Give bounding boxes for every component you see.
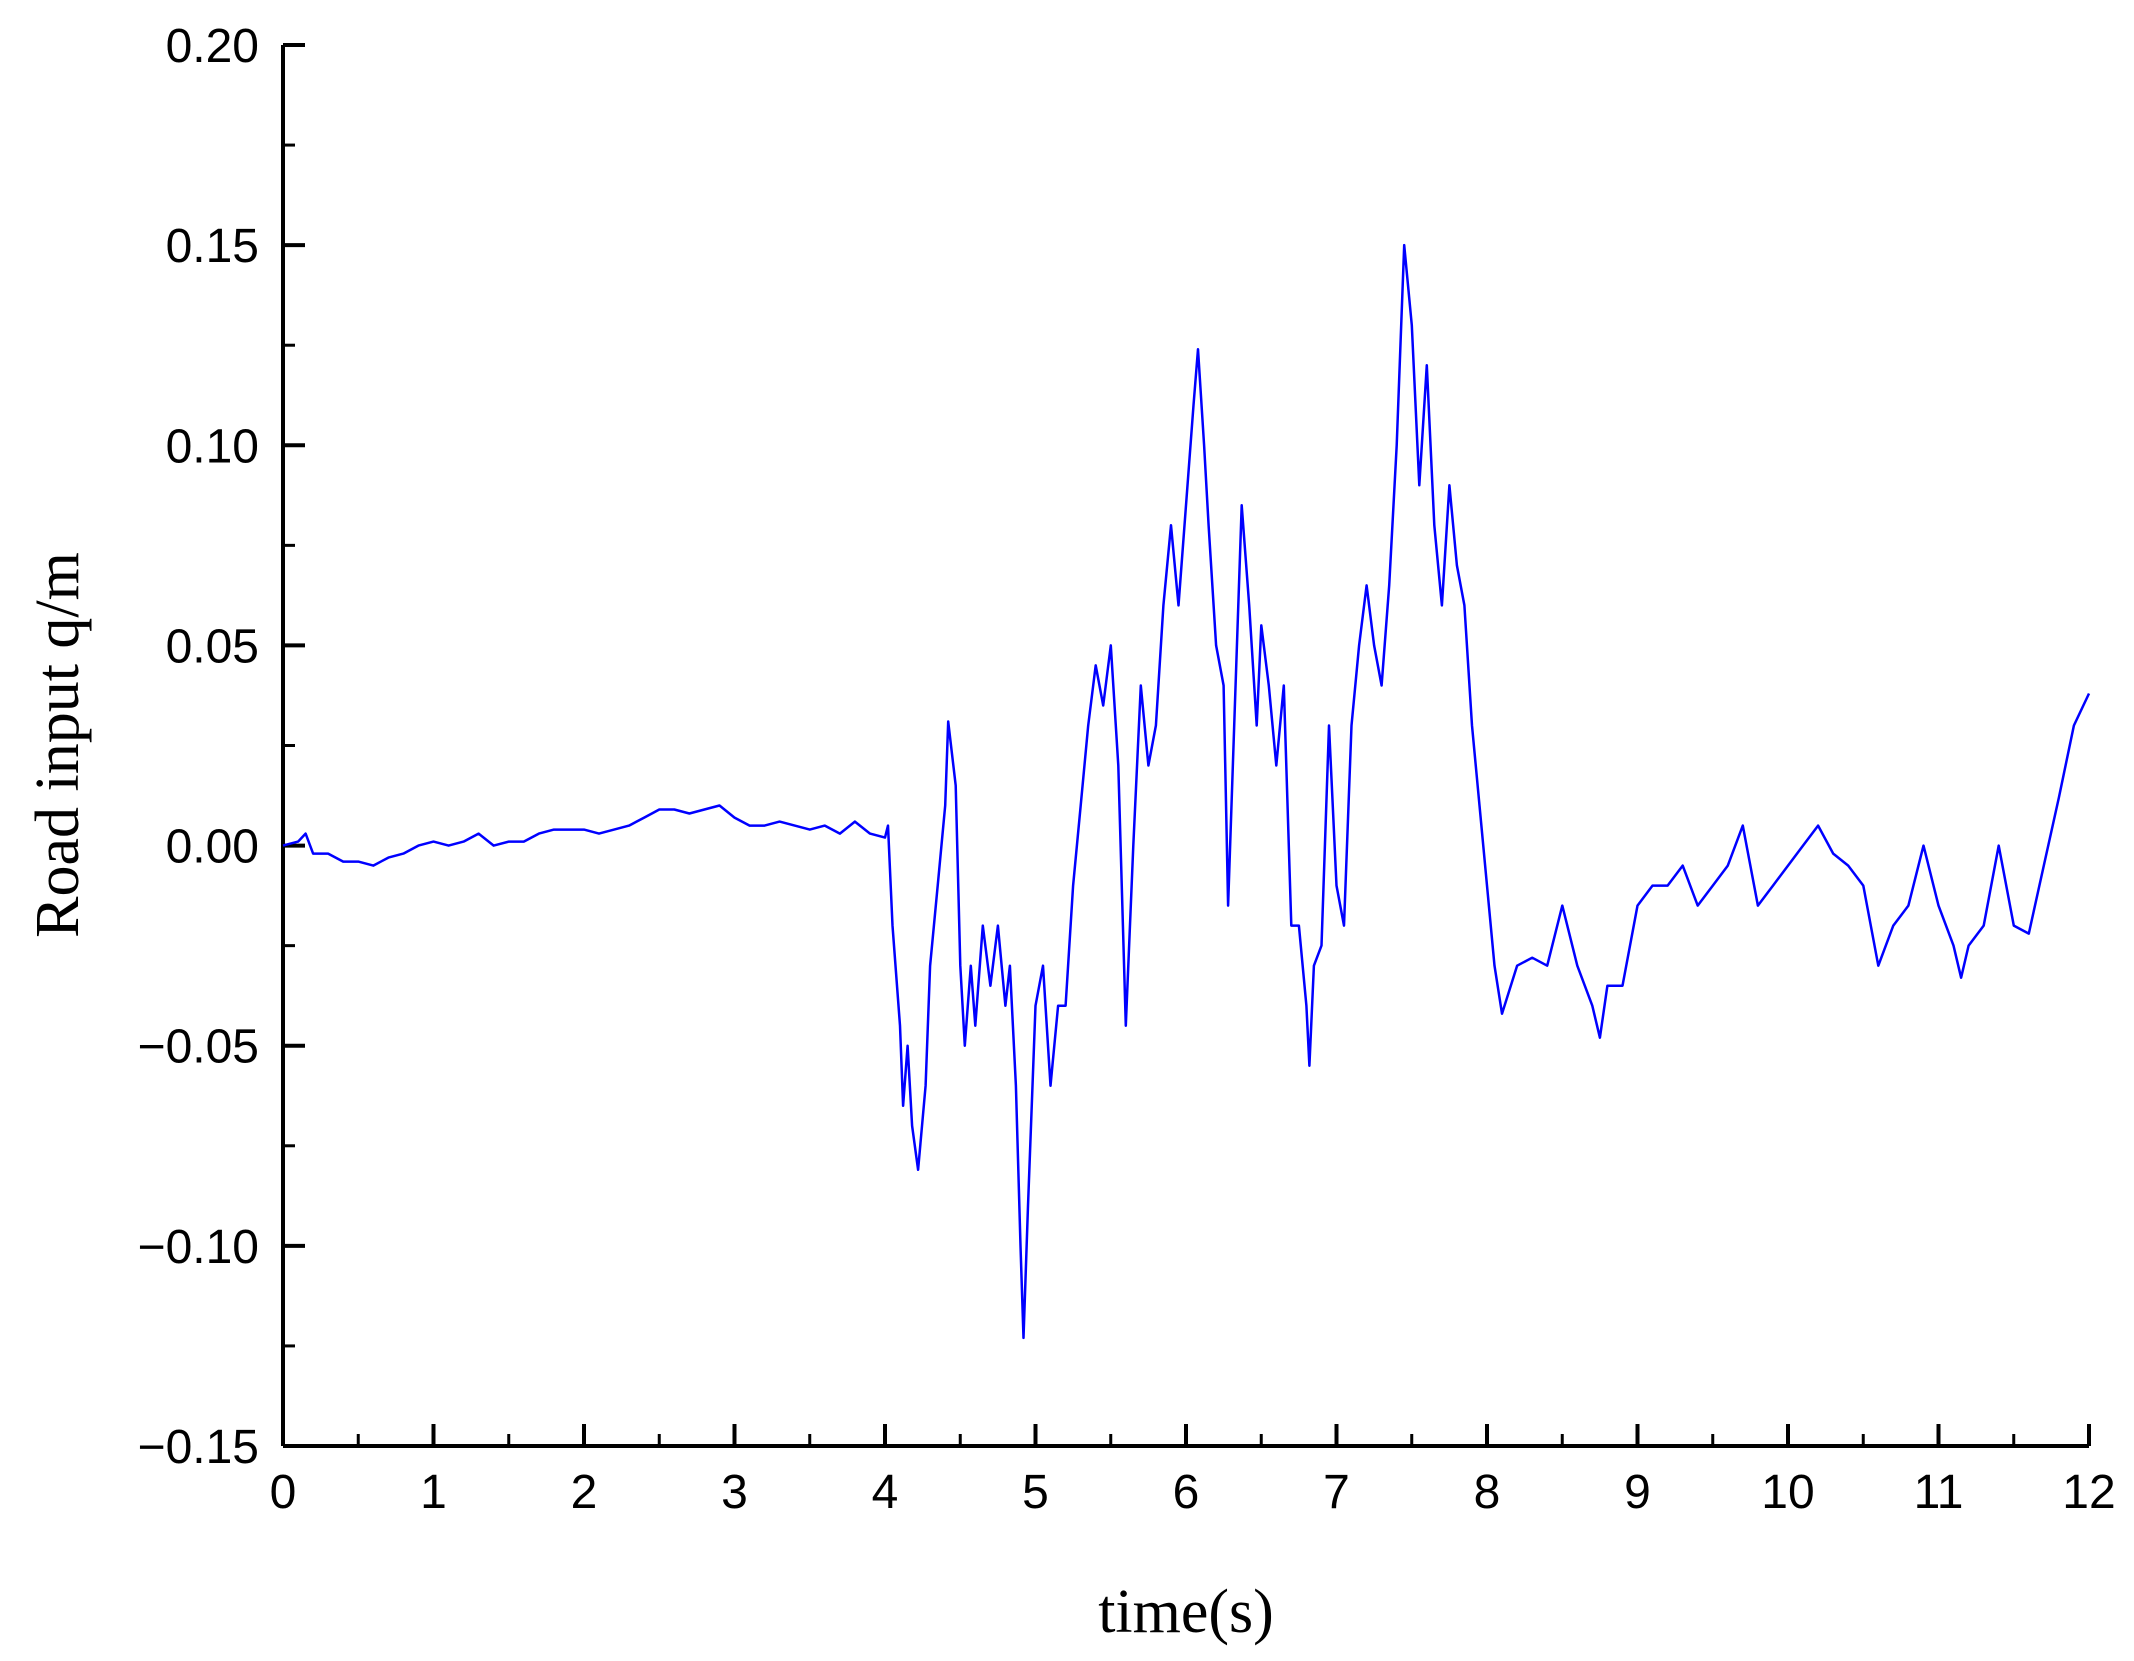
x-tick-label: 0 — [270, 1466, 297, 1519]
y-tick-label: 0.15 — [166, 220, 259, 273]
y-tick-label: −0.05 — [138, 1021, 259, 1074]
x-tick-label: 4 — [872, 1466, 899, 1519]
x-tick-label: 8 — [1474, 1466, 1501, 1519]
y-tick-label: 0.00 — [166, 821, 259, 874]
x-tick-label: 2 — [571, 1466, 598, 1519]
y-tick-label: 0.10 — [166, 420, 259, 473]
x-tick-label: 7 — [1323, 1466, 1350, 1519]
x-tick-label: 1 — [420, 1466, 447, 1519]
x-tick-label: 12 — [2062, 1466, 2115, 1519]
x-tick-label: 10 — [1761, 1466, 1814, 1519]
x-tick-label: 3 — [721, 1466, 748, 1519]
x-tick-label: 11 — [1914, 1466, 1964, 1519]
y-tick-label: 0.05 — [166, 620, 259, 673]
x-tick-label: 5 — [1022, 1466, 1049, 1519]
y-tick-label: −0.15 — [138, 1421, 259, 1474]
y-axis-title: Road input q/m — [24, 552, 92, 938]
x-tick-label: 6 — [1173, 1466, 1200, 1519]
y-tick-label: −0.10 — [138, 1221, 259, 1274]
x-axis-title: time(s) — [1098, 1578, 1274, 1646]
x-tick-label: 9 — [1624, 1466, 1651, 1519]
y-tick-label: 0.20 — [166, 20, 259, 73]
data-line — [282, 243, 2091, 1340]
